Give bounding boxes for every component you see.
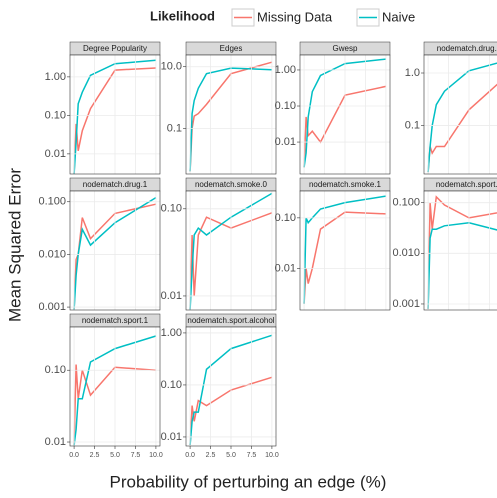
strip-title: Degree Popularity xyxy=(83,44,147,53)
y-tick-label: 0.1 xyxy=(167,122,182,134)
strip-title: Gwesp xyxy=(333,44,358,53)
y-tick-label: 1.00 xyxy=(45,71,66,83)
y-tick-label: 0.010 xyxy=(38,248,66,260)
x-tick-label: 7.5 xyxy=(131,452,141,459)
y-tick-label: 0.100 xyxy=(392,197,420,209)
x-tick-label: 7.5 xyxy=(247,452,257,459)
y-axis-label: Mean Squared Error xyxy=(5,168,24,322)
legend-label: Missing Data xyxy=(257,9,333,24)
legend-label: Naive xyxy=(382,9,415,24)
strip-title: nodematch.sport.alcohol xyxy=(187,316,274,325)
x-tick-label: 5.0 xyxy=(110,452,120,459)
y-tick-label: 0.001 xyxy=(392,298,420,310)
strip-title: nodematch.drug.1 xyxy=(83,180,148,189)
strip-title: nodematch.drug.0 xyxy=(437,44,497,53)
panel xyxy=(424,55,497,174)
x-tick-label: 2.5 xyxy=(206,452,216,459)
y-tick-label: 0.10 xyxy=(45,109,66,121)
y-tick-label: 0.01 xyxy=(45,436,66,448)
y-tick-label: 0.01 xyxy=(161,431,182,443)
y-tick-label: 0.01 xyxy=(275,136,296,148)
x-tick-label: 10.0 xyxy=(265,452,279,459)
strip-title: nodematch.smoke.1 xyxy=(309,180,382,189)
strip-title: nodematch.sport.0 xyxy=(436,180,497,189)
y-tick-label: 0.01 xyxy=(161,290,182,302)
x-axis-label: Probability of perturbing an edge (%) xyxy=(110,472,387,491)
panel xyxy=(424,191,497,310)
panel-border xyxy=(299,190,391,311)
x-tick-label: 10.0 xyxy=(149,452,163,459)
panel-border xyxy=(69,190,161,311)
y-tick-label: 0.10 xyxy=(161,203,182,215)
panel-border xyxy=(185,54,277,175)
x-tick-label: 2.5 xyxy=(90,452,100,459)
y-tick-label: 0.100 xyxy=(38,196,66,208)
y-tick-label: 0.001 xyxy=(38,301,66,313)
y-tick-label: 0.01 xyxy=(45,148,66,160)
y-tick-label: 0.1 xyxy=(405,119,420,131)
x-tick-label: 0.0 xyxy=(69,452,79,459)
panel-border xyxy=(299,54,391,175)
y-tick-label: 0.10 xyxy=(45,364,66,376)
y-tick-label: 0.10 xyxy=(275,212,296,224)
panel-border xyxy=(423,190,497,311)
y-tick-label: 1.0 xyxy=(405,67,420,79)
x-tick-label: 0.0 xyxy=(185,452,195,459)
panel-border xyxy=(423,54,497,175)
panel-border xyxy=(69,54,161,175)
y-tick-label: 0.10 xyxy=(161,379,182,391)
y-tick-label: 10.0 xyxy=(161,61,182,73)
y-tick-label: 0.10 xyxy=(275,100,296,112)
x-tick-label: 5.0 xyxy=(226,452,236,459)
strip-title: nodematch.sport.1 xyxy=(82,316,149,325)
strip-title: Edges xyxy=(220,44,243,53)
y-tick-label: 0.01 xyxy=(275,262,296,274)
panel-border xyxy=(185,190,277,311)
y-tick-label: 1.00 xyxy=(161,327,182,339)
y-tick-label: 1.00 xyxy=(275,64,296,76)
legend-title: Likelihood xyxy=(150,8,215,23)
y-tick-label: 0.010 xyxy=(392,247,420,259)
strip-title: nodematch.smoke.0 xyxy=(195,180,268,189)
